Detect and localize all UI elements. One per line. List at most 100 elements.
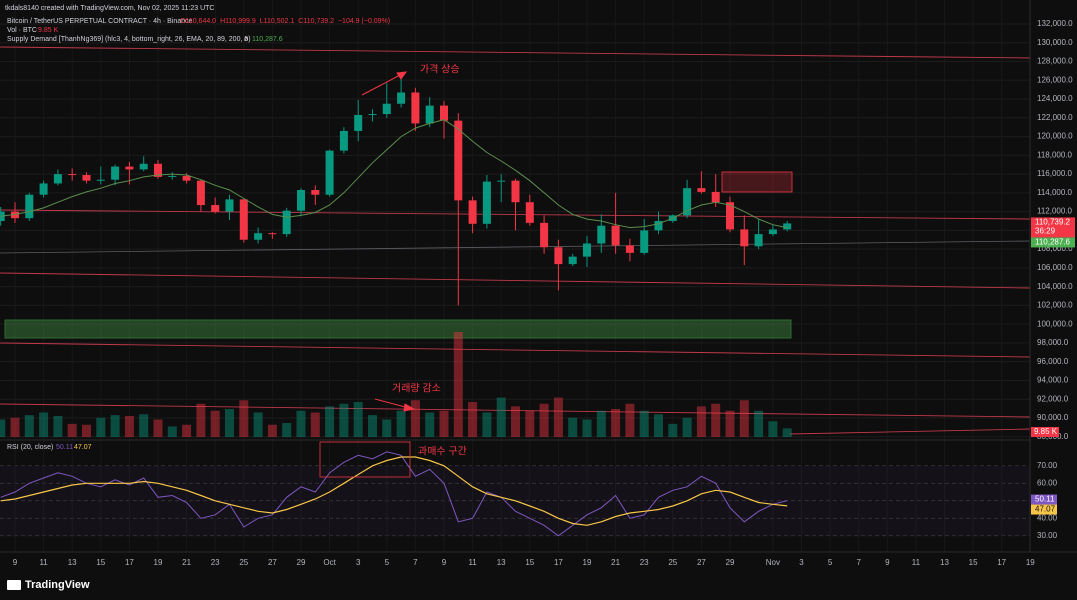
volume-bar — [496, 397, 506, 437]
x-tick-label: 7 — [413, 558, 418, 567]
x-tick-label: 5 — [385, 558, 390, 567]
y-tick-label: 126,000.0 — [1037, 75, 1073, 84]
volume-bar — [568, 417, 578, 437]
candle-body — [497, 180, 506, 182]
y-tick-label: 94,000.0 — [1037, 376, 1069, 385]
ohlc-value: −104.9 (−0.09%) — [338, 18, 390, 25]
axes: 132,000.0 130,000.0 128,000.0 126,000.0 124,… — [13, 19, 1075, 567]
x-tick-label: 15 — [96, 558, 105, 567]
volume-bar — [639, 410, 649, 437]
volume-bar — [511, 406, 520, 437]
volume-bar — [82, 424, 91, 437]
candle-body — [640, 230, 649, 253]
y-tick-label: 108,000.0 — [1037, 244, 1073, 253]
volume-bar — [439, 410, 449, 437]
candle-body — [583, 243, 591, 257]
volume-bar — [296, 410, 306, 437]
trend-line-gray — [0, 240, 1031, 254]
candle-body — [39, 183, 48, 195]
volume-bar — [24, 415, 34, 437]
volume-label: Vol · BTC — [7, 27, 37, 34]
x-tick-label: 23 — [640, 558, 649, 567]
volume-bar — [282, 423, 292, 437]
candle-body — [740, 229, 749, 247]
candle-body — [683, 188, 692, 216]
trend-line — [0, 403, 1031, 418]
x-tick-label: 11 — [912, 558, 921, 567]
volume-bar — [425, 412, 435, 437]
volume-bar — [53, 416, 63, 437]
rsi-tick-label: 30.00 — [1037, 531, 1058, 540]
candle-body — [254, 233, 263, 240]
x-tick-label: 19 — [583, 558, 592, 567]
volume-bar — [267, 424, 277, 437]
candle-body — [154, 163, 162, 177]
last-price-box — [1031, 217, 1075, 238]
trend-line — [0, 272, 1031, 289]
candle-body — [382, 103, 391, 115]
candle-body — [754, 234, 763, 247]
overbought-box — [319, 441, 411, 478]
rsi-tick-label: 70.00 — [1037, 461, 1058, 470]
ema-value-label: 110,287.6 — [1035, 238, 1071, 247]
trend-line — [0, 46, 1031, 59]
y-tick-label: 106,000.0 — [1037, 263, 1073, 272]
rsi-line — [0, 451, 788, 537]
annotation: 거래량 감소 — [392, 383, 441, 395]
annotation-arrows — [361, 71, 416, 412]
volume-bar — [368, 415, 377, 437]
candle-body — [726, 202, 734, 230]
y-tick-label: 132,000.0 — [1037, 19, 1073, 28]
x-tick-label: 17 — [554, 558, 563, 567]
candle-body — [25, 194, 34, 219]
y-tick-label: 128,000.0 — [1037, 57, 1073, 66]
volume-bar — [310, 412, 320, 437]
candle-body — [454, 120, 463, 201]
volume-value-box — [1031, 427, 1059, 437]
volume-bar — [410, 400, 420, 437]
candle-body — [125, 166, 134, 170]
rsi-ma-value-box — [1031, 504, 1057, 515]
trend-line — [0, 342, 1031, 358]
ohlc-value: H110,999.9 — [220, 18, 256, 25]
volume-bar — [625, 403, 635, 437]
candle-body — [625, 245, 634, 253]
x-tick-label: 27 — [697, 558, 706, 567]
candle-body — [168, 175, 177, 177]
volume-bar — [696, 406, 706, 437]
x-tick-label: 17 — [997, 558, 1006, 567]
x-tick-label: 19 — [154, 558, 163, 567]
volume-bar — [110, 415, 120, 437]
x-tick-label: 29 — [726, 558, 735, 567]
x-tick-label: 3 — [799, 558, 804, 567]
x-tick-label: 19 — [1026, 558, 1035, 567]
volume-bar — [553, 397, 563, 437]
rsi-tick-label: 60.00 — [1037, 478, 1058, 487]
candle-body — [511, 180, 520, 203]
x-tick-label: 13 — [68, 558, 77, 567]
volume-bar — [196, 403, 206, 437]
y-tick-label: 114,000.0 — [1037, 188, 1073, 197]
demand-zone — [4, 319, 792, 339]
volume-bar — [711, 403, 721, 437]
candle-body — [268, 233, 277, 235]
ohlc-value: L110,502.1 — [260, 18, 295, 25]
indicator-symbol: ø — [244, 36, 249, 43]
candle-body — [540, 222, 549, 248]
candle-body — [425, 105, 434, 124]
volume-value: 9.85 K — [38, 27, 59, 34]
annotation: 가격 상승 — [420, 63, 460, 76]
y-tick-label: 98,000.0 — [1037, 338, 1069, 347]
x-tick-label: 5 — [828, 558, 833, 567]
x-tick-label: 11 — [39, 558, 48, 567]
x-tick-label: 25 — [668, 558, 677, 567]
candle-body — [697, 188, 706, 192]
arrowhead — [396, 71, 408, 80]
candle-body — [53, 174, 62, 184]
candle-body — [411, 92, 420, 124]
y-tick-label: 96,000.0 — [1037, 357, 1069, 366]
ohlc-legend: O110,644.0 H110,999.9 L110,502.1 C110,739.2… — [180, 18, 390, 25]
candle-body — [525, 202, 534, 223]
x-tick-label: 23 — [211, 558, 220, 567]
